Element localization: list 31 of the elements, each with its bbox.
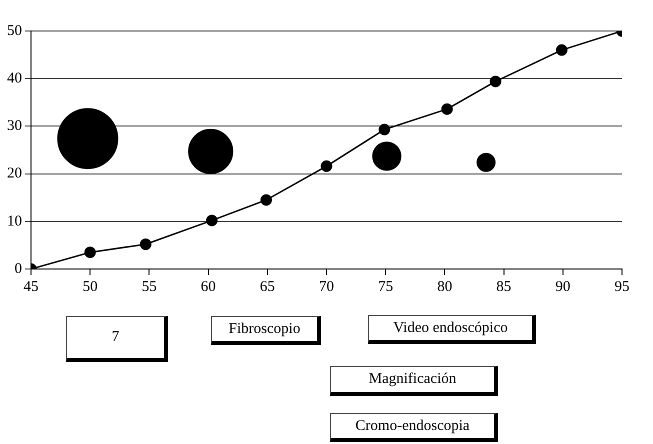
text: Video endoscópico — [368, 315, 536, 344]
y-tick-label: 20 — [7, 166, 22, 182]
x-tick-label: 80 — [437, 278, 452, 295]
point — [378, 124, 390, 136]
point — [140, 238, 152, 250]
point — [556, 44, 568, 56]
x-tick-label: 65 — [260, 278, 275, 295]
y-tick-label: 30 — [7, 118, 22, 134]
x-tick-label: 90 — [555, 278, 570, 295]
y-tick-label: 40 — [7, 70, 22, 87]
x-tick-label: 50 — [82, 278, 98, 295]
x-tick-label: 75 — [378, 278, 394, 295]
text: Fibroscopio — [211, 316, 321, 345]
y-tick-label: 0 — [14, 260, 22, 277]
x-tick-label: 45 — [24, 278, 38, 295]
point — [490, 76, 502, 88]
text: 7 — [66, 316, 168, 362]
x-tick-label: 85 — [496, 278, 512, 295]
y-tick-label: 10 — [7, 213, 22, 230]
text: Magnificación — [330, 366, 498, 396]
y-tick-label: 50 — [7, 22, 22, 39]
point — [441, 103, 453, 115]
x-tick-label: 55 — [142, 278, 157, 295]
point — [320, 160, 332, 172]
x-tick-label: 95 — [614, 278, 630, 295]
point — [260, 194, 272, 206]
x-tick-label: 70 — [319, 278, 334, 295]
x-tick-label: 60 — [200, 278, 216, 295]
point — [206, 214, 218, 226]
text: Cromo-endoscopia — [330, 413, 498, 442]
point — [84, 246, 96, 258]
